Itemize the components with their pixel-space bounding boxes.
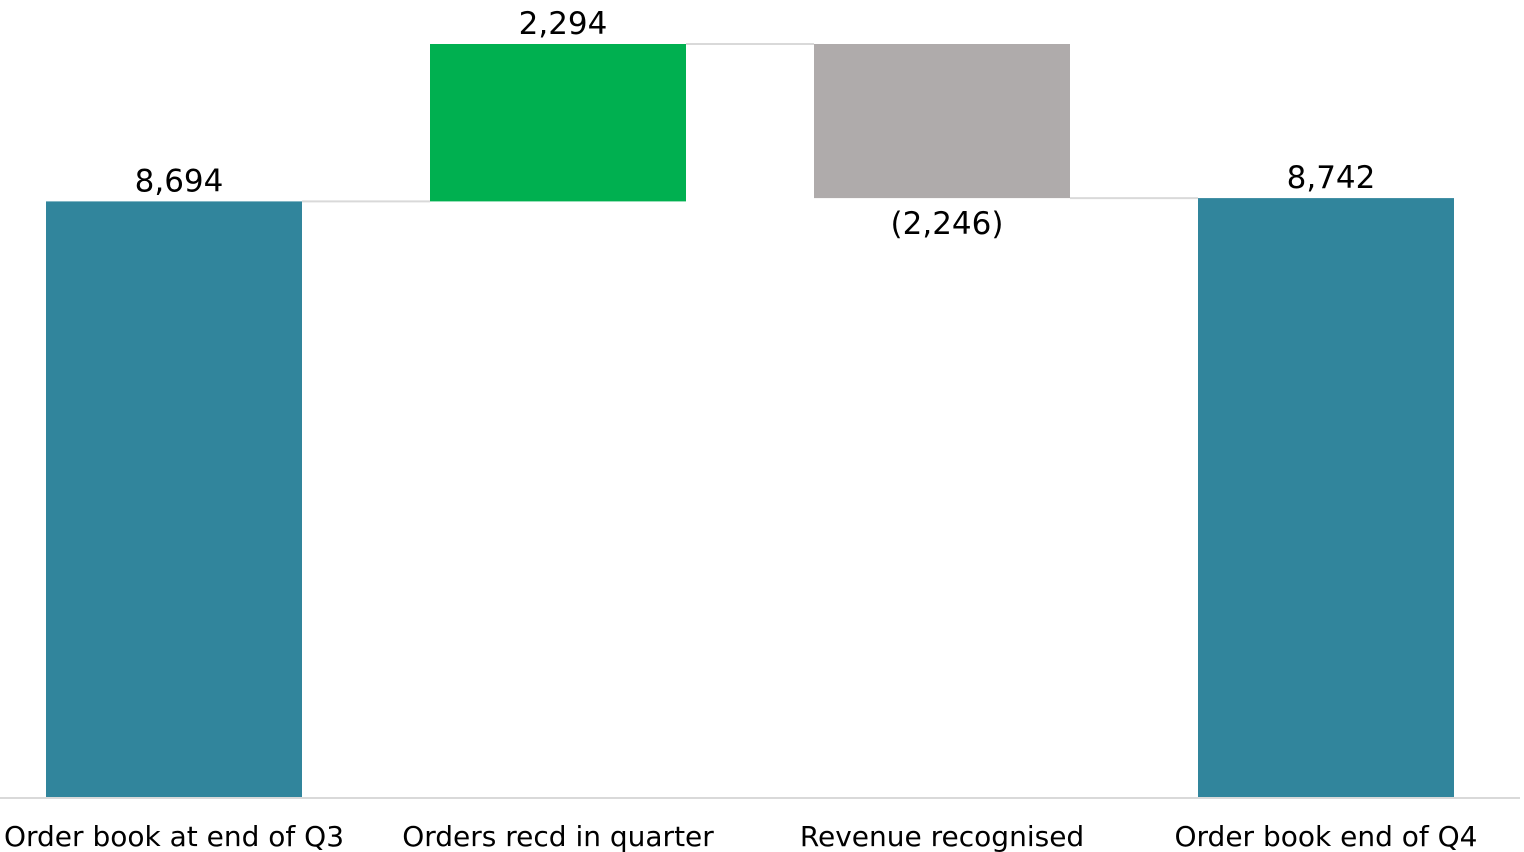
bar-order-book-end-of-q4 — [1198, 198, 1454, 799]
connector-lines — [302, 43, 1198, 203]
bar-revenue-recognised — [814, 44, 1070, 199]
category-label-revenue-recognised: Revenue recognised — [800, 820, 1084, 852]
category-label-order-book-at-end-of-q3: Order book at end of Q3 — [4, 820, 344, 852]
data-label-order-book-at-end-of-q3: 8,694 — [135, 163, 224, 199]
bar-orders-recd-in-quarter — [430, 44, 686, 202]
category-labels: Order book at end of Q3 Orders recd in qu… — [4, 820, 1478, 852]
bar-order-book-at-end-of-q3 — [46, 201, 302, 798]
data-label-revenue-recognised: (2,246) — [891, 206, 1004, 242]
category-label-orders-recd-in-quarter: Orders recd in quarter — [402, 820, 714, 852]
category-label-order-book-end-of-q4: Order book end of Q4 — [1174, 820, 1477, 852]
bars — [46, 44, 1454, 799]
data-label-order-book-end-of-q4: 8,742 — [1287, 160, 1376, 196]
data-labels: 8,694 2,294 (2,246) 8,742 — [135, 6, 1376, 242]
data-label-orders-recd-in-quarter: 2,294 — [519, 6, 608, 42]
